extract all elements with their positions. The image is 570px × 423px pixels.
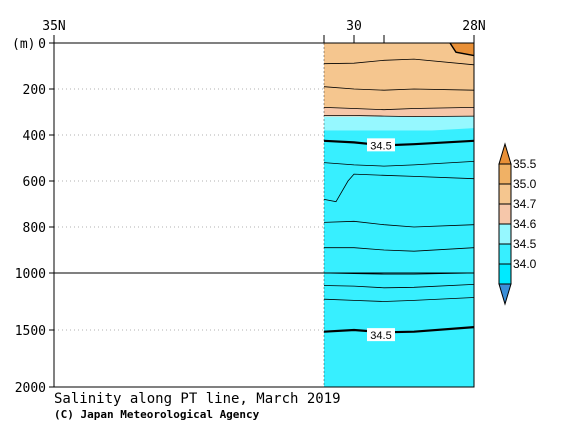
contour-line-1: [323, 86, 475, 91]
plot-border: [53, 42, 475, 388]
contour-line-2: [323, 107, 475, 111]
contour-label: 34.5: [370, 140, 391, 152]
salinity-band-0: [324, 43, 474, 112]
y-tick-label: 2000: [15, 381, 46, 396]
contour-label-bg-1: [367, 328, 395, 342]
contour-line-5: [323, 161, 475, 167]
contour-line-11: [323, 297, 475, 302]
x-tick-label: 28N: [462, 19, 485, 34]
contour-line-8: [324, 247, 475, 252]
plot-frame: [53, 35, 475, 388]
colorbar-segment-3: [498, 223, 512, 245]
colorbar-level-label: 35.5: [513, 157, 537, 171]
colorbar-bottom-arrow: [498, 283, 512, 306]
colorbar-level-label: 34.6: [513, 217, 537, 231]
x-tick-label: 30: [346, 19, 362, 34]
y-tick-label: 600: [23, 175, 46, 190]
y-tick-label: 0: [38, 37, 46, 52]
contour-line-top-right: [449, 42, 475, 57]
colorbar-level-label: 34.0: [513, 257, 537, 271]
colorbar-level-label: 34.7: [513, 197, 537, 211]
salinity-band-34.6-34.7: [324, 107, 474, 117]
contour-label: 34.5: [370, 330, 391, 342]
contour-label-bg-0: [367, 138, 395, 152]
salinity-fill-bands: [324, 43, 474, 387]
colorbar-segment-4: [498, 243, 512, 265]
contour-line-6: [323, 173, 475, 203]
x-tick-label: 35N: [42, 19, 65, 34]
y-tick-label: 1500: [15, 324, 46, 339]
depth-gridlines: [54, 88, 324, 331]
salinity-band-2: [324, 116, 474, 131]
y-tick-label: 800: [23, 221, 46, 236]
contour-line-0: [323, 58, 475, 66]
colorbar-segment-2: [498, 203, 512, 225]
colorbar-segment-1: [498, 183, 512, 205]
colorbar-level-label: 34.5: [513, 237, 537, 251]
latitude-axis: 35N 30 28N: [42, 19, 486, 43]
y-axis-unit: (m): [12, 37, 35, 52]
salinity-band-3: [324, 130, 474, 387]
y-tick-label: 200: [23, 83, 46, 98]
y-tick-label: 1000: [15, 267, 46, 282]
colorbar-segment-5: [498, 263, 512, 285]
colorbar-level-label: 35.0: [513, 177, 537, 191]
contour-line-10: [323, 284, 475, 289]
contour-line-7: [323, 220, 475, 228]
credit-text: (C) Japan Meteorological Agency: [54, 408, 260, 421]
salinity-band-gt-35.5: [450, 43, 474, 56]
depth-axis: 0 200 400 600 800 1000 1500 2000: [15, 37, 54, 396]
salinity-band-34.0-34.5: [324, 128, 474, 138]
colorbar: 35.5 35.0 34.7 34.6 34.5 34.0: [498, 142, 537, 306]
contour-labels: 34.5 34.5: [367, 138, 395, 342]
colorbar-segment-0: [498, 163, 512, 185]
contour-line-3: [324, 115, 475, 118]
chart-title: Salinity along PT line, March 2019: [54, 391, 341, 407]
y-tick-label: 400: [23, 129, 46, 144]
